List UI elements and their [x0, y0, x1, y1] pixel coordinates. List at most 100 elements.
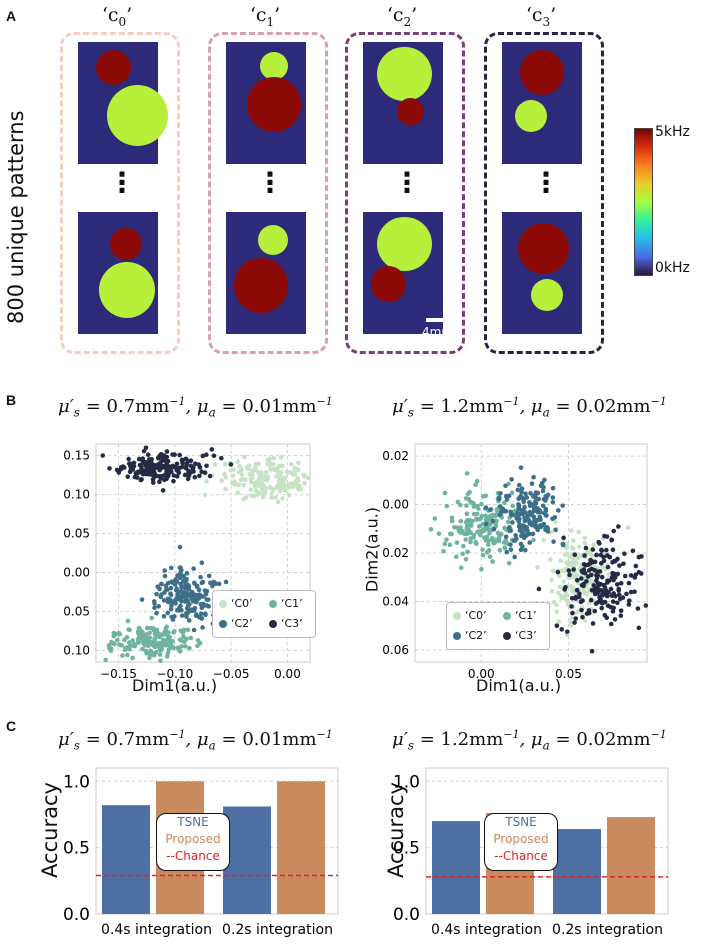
legend-tsne: TSNE	[177, 815, 209, 829]
scatter-point	[162, 590, 167, 595]
scatter-point	[140, 646, 145, 652]
scatter-point	[498, 491, 503, 496]
scatter-point	[597, 594, 602, 600]
column-box-c1	[208, 32, 328, 354]
column-label-c1: ‘c1’	[249, 4, 281, 29]
scatter-point	[541, 537, 546, 543]
scatter-point	[272, 467, 278, 473]
scatter-point	[123, 645, 128, 651]
scatter-point	[204, 463, 209, 469]
scatter-point	[149, 472, 154, 477]
scatter-point	[576, 529, 581, 535]
scatter-point	[602, 612, 608, 618]
scatter-point	[579, 568, 585, 574]
scatter-point	[540, 503, 546, 509]
scatter-point	[625, 525, 631, 530]
scatter-point	[444, 537, 449, 542]
legend-chance: --Chance	[494, 849, 548, 863]
scatter-point	[278, 470, 284, 475]
legend-item-c1: ‘C1’	[503, 609, 537, 622]
scatter-point	[183, 578, 189, 583]
scatter-point	[442, 490, 448, 496]
bar-proposed	[607, 817, 655, 914]
scatter-point	[575, 555, 581, 561]
scatter-point	[141, 448, 147, 454]
scatter-point	[599, 574, 605, 580]
scatter-point	[473, 482, 478, 488]
scatter-point	[628, 589, 634, 595]
scatter-point	[160, 455, 165, 460]
scatter-point	[203, 612, 208, 618]
scatter-point	[282, 483, 288, 488]
scatter-point	[164, 629, 170, 634]
scatter-point	[139, 629, 145, 634]
scatter-point	[476, 524, 482, 529]
scatter-point	[612, 617, 618, 622]
scatter-point	[168, 606, 174, 612]
legend-dot-c3	[503, 632, 511, 640]
scatter-point	[267, 456, 273, 462]
scatter-point	[639, 554, 644, 559]
scatter-point	[269, 495, 274, 501]
panel-c-letter: C	[6, 718, 17, 734]
scatter-point	[510, 520, 515, 525]
scatter-point	[447, 542, 453, 548]
scatter-point	[551, 568, 556, 574]
scatter-point	[464, 471, 470, 476]
scatter-point	[490, 559, 495, 564]
scatter-point	[615, 600, 620, 606]
legend-dot-c3	[269, 620, 277, 628]
pattern-image	[363, 42, 443, 164]
green-inclusion	[98, 261, 155, 318]
scatter-point	[479, 513, 485, 519]
scatter-point	[248, 487, 254, 492]
legend-dot-c0	[219, 600, 227, 608]
scatter-point	[507, 525, 512, 530]
legend-item-c0: ‘C0’	[219, 597, 253, 610]
scatter-point	[127, 646, 132, 652]
red-inclusion	[95, 50, 131, 86]
scatter-point	[202, 492, 208, 498]
scatter-point	[569, 604, 574, 609]
scatter-point	[182, 472, 188, 478]
scatter-point	[292, 472, 298, 477]
scatter-point	[524, 525, 529, 530]
scatter-point	[608, 586, 614, 592]
scatter-point	[586, 608, 592, 613]
scatter-point	[235, 490, 240, 496]
scatter-point	[466, 530, 472, 536]
scatter-point	[510, 503, 516, 509]
scatter-point	[482, 535, 487, 540]
legend-chance: --Chance	[166, 849, 220, 863]
x-tick-label: 0.2s integration	[552, 922, 663, 938]
scatter-point	[241, 482, 247, 488]
scatter-point	[523, 491, 528, 497]
scatter-point	[449, 518, 455, 524]
scatter-point	[171, 478, 176, 484]
colorbar-min-label: 0kHz	[655, 260, 690, 276]
scatter-point	[151, 466, 156, 471]
scatter-point	[518, 526, 524, 532]
scatter-point	[607, 554, 613, 560]
scatter-point	[610, 547, 616, 553]
scatter-point	[271, 461, 276, 467]
bar1-title: μ′s = 0.7mm−1, μa = 0.01mm−1	[58, 728, 333, 753]
scatter-point	[136, 456, 142, 462]
scatter-point	[255, 492, 261, 497]
scatter-point	[529, 481, 535, 486]
scatter-point	[154, 627, 160, 633]
scatter-point	[139, 468, 144, 474]
scatter-point	[259, 472, 264, 478]
scatter-point	[296, 460, 301, 466]
column-label-c0: ‘c0’	[101, 4, 133, 29]
scatter-point	[162, 641, 168, 647]
x-tick-label: 0.2s integration	[222, 922, 333, 938]
scatter-point	[436, 531, 442, 536]
y-tick-label: 0.02	[382, 449, 409, 463]
scatter-point	[566, 568, 572, 573]
bar-tsne	[102, 805, 150, 914]
scatter-point	[249, 468, 255, 474]
scatter-point	[605, 580, 610, 585]
scatter-point	[442, 541, 448, 547]
scatter-point	[144, 470, 150, 476]
